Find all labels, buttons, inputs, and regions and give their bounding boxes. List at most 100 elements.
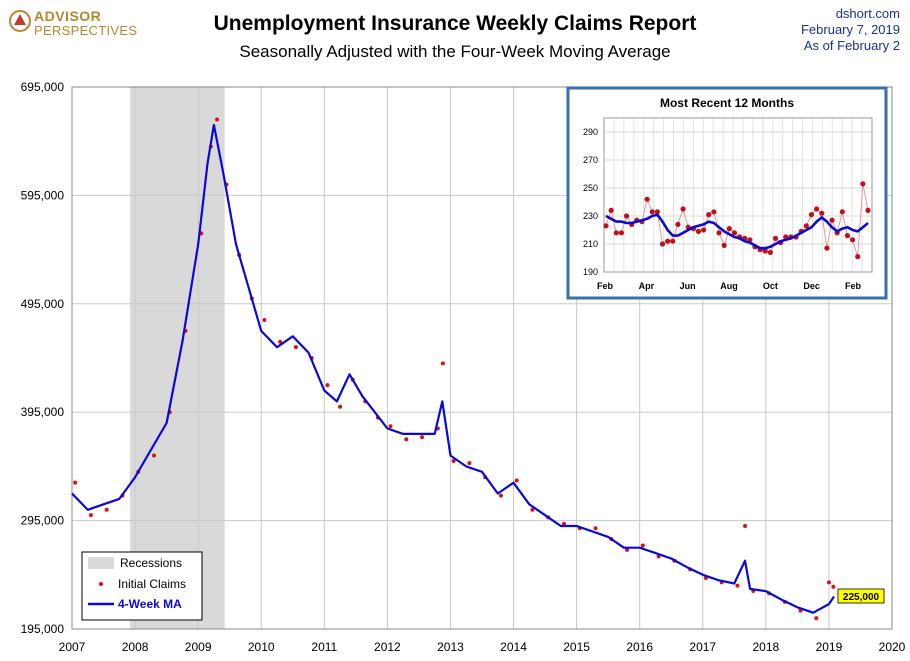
recession-band bbox=[130, 87, 225, 629]
inset-claims-point bbox=[649, 209, 655, 215]
initial-claims-point bbox=[293, 345, 298, 350]
initial-claims-point bbox=[640, 543, 645, 548]
legend-label-claims: Initial Claims bbox=[118, 577, 186, 591]
initial-claims-point bbox=[451, 458, 456, 463]
y-tick-label: 195,000 bbox=[21, 622, 65, 636]
initial-claims-point bbox=[831, 584, 836, 589]
initial-claims-point bbox=[278, 339, 283, 344]
inset-claims-point bbox=[603, 223, 609, 229]
inset-y-tick-label: 230 bbox=[583, 211, 598, 221]
inset-y-tick-label: 270 bbox=[583, 155, 598, 165]
inset-claims-point bbox=[665, 238, 671, 244]
source-site: dshort.com bbox=[835, 6, 900, 21]
inset-claims-point bbox=[814, 206, 820, 212]
inset-claims-point bbox=[701, 227, 707, 233]
inset-claims-point bbox=[855, 254, 861, 260]
initial-claims-point bbox=[262, 318, 267, 323]
initial-claims-point bbox=[388, 424, 393, 429]
inset-claims-point bbox=[623, 213, 630, 219]
y-tick-label: 395,000 bbox=[21, 405, 65, 419]
inset-claims-point bbox=[767, 249, 773, 255]
initial-claims-point bbox=[562, 521, 566, 526]
inset-claims-point bbox=[670, 238, 676, 244]
inset-x-tick-label: Feb bbox=[845, 281, 862, 291]
inset-x-tick-label: Dec bbox=[803, 281, 820, 291]
logo-line1: ADVISOR bbox=[34, 8, 102, 24]
x-tick-label: 2008 bbox=[122, 640, 149, 654]
initial-claims-point bbox=[514, 478, 519, 483]
inset-claims-point bbox=[711, 209, 717, 215]
x-tick-label: 2011 bbox=[311, 640, 337, 654]
initial-claims-point bbox=[338, 404, 343, 409]
inset-x-tick-label: Feb bbox=[597, 281, 614, 291]
inset-y-tick-label: 290 bbox=[583, 127, 598, 137]
inset-y-tick-label: 210 bbox=[583, 239, 598, 249]
inset-claims-point bbox=[659, 241, 666, 247]
inset-claims-point bbox=[844, 233, 851, 239]
inset-claims-point bbox=[731, 230, 738, 236]
callout-box bbox=[837, 588, 885, 604]
inset-claims-point bbox=[860, 181, 866, 187]
inset-claims-line bbox=[605, 183, 869, 257]
x-tick-label: 2015 bbox=[563, 640, 590, 654]
inset-x-tick-label: Apr bbox=[639, 281, 655, 291]
initial-claims-point bbox=[743, 524, 748, 529]
inset-claims-point bbox=[829, 217, 835, 223]
inset-claims-point bbox=[772, 235, 779, 241]
inset-ma-line bbox=[605, 213, 869, 250]
x-tick-label: 2013 bbox=[437, 640, 464, 654]
inset-claims-point bbox=[865, 207, 871, 213]
x-tick-label: 2019 bbox=[816, 640, 843, 654]
four-week-ma-line bbox=[71, 123, 835, 614]
initial-claims-point bbox=[530, 507, 535, 512]
legend-swatch-recession bbox=[88, 557, 114, 569]
legend: Recessions Initial Claims 4-Week MA bbox=[81, 551, 203, 621]
chart-title: Unemployment Insurance Weekly Claims Rep… bbox=[213, 12, 697, 35]
source-block: dshort.com February 7, 2019 As of Februa… bbox=[801, 6, 900, 54]
logo-emblem-icon bbox=[9, 10, 31, 32]
chart-subtitle: Seasonally Adjusted with the Four-Week M… bbox=[239, 42, 671, 61]
as-of-date: As of February 2 bbox=[803, 38, 900, 53]
inset-y-tick-label: 250 bbox=[583, 183, 598, 193]
initial-claims-point bbox=[625, 547, 630, 552]
inset-claims-point bbox=[618, 230, 625, 236]
inset-claims-point bbox=[839, 209, 845, 215]
initial-claims-point bbox=[467, 461, 472, 466]
initial-claims-point bbox=[498, 493, 503, 498]
inset-x-tick-label: Aug bbox=[720, 281, 738, 291]
inset-claims-point bbox=[644, 196, 650, 202]
inset-claims-point bbox=[824, 245, 830, 251]
inset-claims-point bbox=[819, 210, 825, 216]
initial-claims-point bbox=[826, 580, 831, 585]
inset-claims-point bbox=[675, 221, 681, 227]
inset-claims-point bbox=[762, 248, 768, 254]
report-date: February 7, 2019 bbox=[800, 22, 900, 37]
x-tick-label: 2020 bbox=[879, 640, 906, 654]
inset-frame bbox=[566, 86, 888, 300]
inset-y-tick-label: 190 bbox=[583, 267, 598, 277]
legend-label-ma: 4-Week MA bbox=[118, 597, 182, 611]
initial-claims-point bbox=[215, 117, 220, 122]
y-tick-label: 695,000 bbox=[21, 80, 65, 94]
inset-claims-point bbox=[721, 242, 727, 248]
initial-claims-point bbox=[73, 480, 78, 485]
latest-value-callout: 225,000 bbox=[837, 588, 885, 604]
initial-claims-point bbox=[814, 616, 819, 621]
plot-frame bbox=[71, 86, 893, 630]
logo-line2: PERSPECTIVES bbox=[34, 23, 138, 38]
inset-claims-point bbox=[680, 206, 686, 212]
x-tick-label: 2012 bbox=[374, 640, 401, 654]
inset-x-tick-label: Jun bbox=[680, 281, 696, 291]
initial-claims-point bbox=[593, 526, 598, 531]
inset-claims-point bbox=[808, 212, 815, 218]
initial-claims-point bbox=[325, 383, 330, 388]
x-tick-label: 2007 bbox=[59, 640, 86, 654]
y-tick-label: 595,000 bbox=[21, 188, 65, 202]
x-tick-label: 2016 bbox=[626, 640, 653, 654]
initial-claims-point bbox=[420, 435, 425, 440]
inset-claims-point bbox=[608, 207, 614, 213]
inset-claims-point bbox=[849, 237, 856, 243]
initial-claims-point bbox=[152, 453, 156, 458]
inset-claims-point bbox=[695, 228, 702, 234]
y-tick-label: 495,000 bbox=[21, 297, 65, 311]
